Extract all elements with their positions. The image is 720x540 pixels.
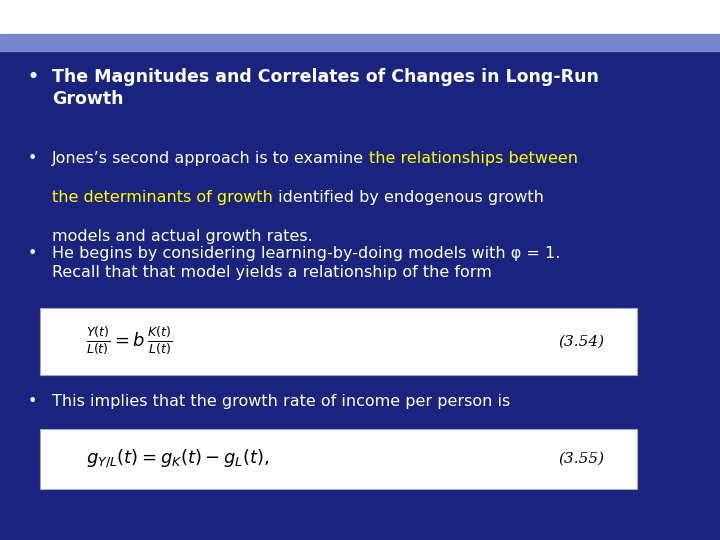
FancyBboxPatch shape [40, 308, 637, 375]
Text: (3.54): (3.54) [559, 335, 605, 348]
Text: $\frac{Y(t)}{L(t)} = b\,\frac{K(t)}{L(t)}$: $\frac{Y(t)}{L(t)} = b\,\frac{K(t)}{L(t)… [86, 326, 173, 357]
Text: $g_{Y/L}(t) = g_K(t) - g_L(t),$: $g_{Y/L}(t) = g_K(t) - g_L(t),$ [86, 448, 270, 470]
Text: models and actual growth rates.: models and actual growth rates. [52, 229, 312, 244]
FancyBboxPatch shape [40, 429, 637, 489]
Bar [0, 34, 720, 51]
Text: •: • [27, 151, 37, 166]
Text: He begins by considering learning-by-doing models with φ = 1.
Recall that that m: He begins by considering learning-by-doi… [52, 246, 560, 280]
Text: (3.55): (3.55) [559, 452, 605, 466]
Text: identified by endogenous growth: identified by endogenous growth [273, 190, 544, 205]
Text: •: • [27, 394, 37, 409]
Text: the relationships between: the relationships between [369, 151, 578, 166]
Text: This implies that the growth rate of income per person is: This implies that the growth rate of inc… [52, 394, 510, 409]
Text: •: • [27, 68, 38, 85]
Text: •: • [27, 246, 37, 261]
Text: the determinants of growth: the determinants of growth [52, 190, 273, 205]
Bar [0, 0, 720, 35]
Text: Jones’s second approach is to examine: Jones’s second approach is to examine [52, 151, 369, 166]
Text: The Magnitudes and Correlates of Changes in Long-Run
Growth: The Magnitudes and Correlates of Changes… [52, 68, 599, 109]
